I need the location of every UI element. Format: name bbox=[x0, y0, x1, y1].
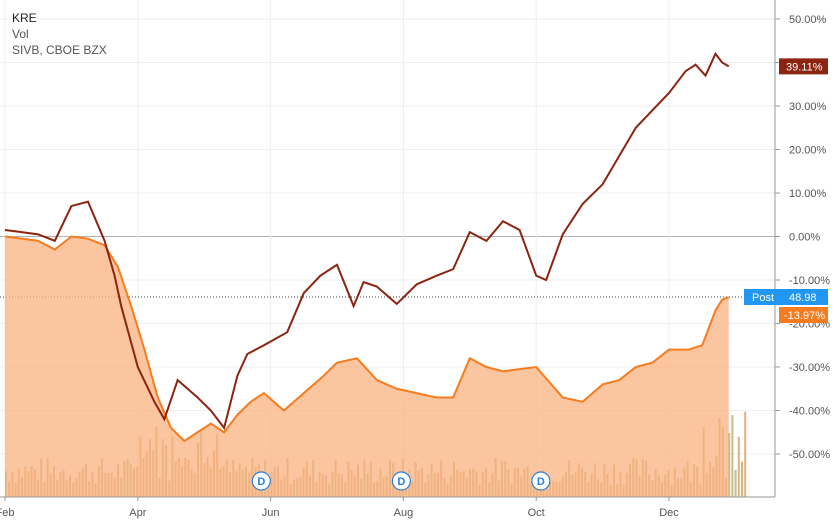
y-tick-label: 50.00% bbox=[789, 14, 827, 26]
post-badge-value-bg bbox=[779, 289, 828, 305]
x-tick-label: Dec bbox=[659, 507, 679, 519]
x-tick-label: Apr bbox=[129, 507, 146, 519]
y-tick-label: -10.00% bbox=[789, 275, 830, 287]
y-tick-label: -50.00% bbox=[789, 449, 830, 461]
volume-bar bbox=[737, 436, 740, 497]
y-tick-label: 30.00% bbox=[789, 101, 827, 113]
x-tick-label: Jun bbox=[262, 507, 280, 519]
volume-bar bbox=[744, 411, 747, 497]
dividend-label: D bbox=[257, 476, 265, 488]
volume-bar bbox=[734, 469, 737, 497]
y-tick-label: 10.00% bbox=[789, 188, 827, 200]
y-tick-label: -30.00% bbox=[789, 362, 830, 374]
x-tick-label: Oct bbox=[528, 507, 545, 519]
x-tick-label: Aug bbox=[394, 507, 414, 519]
sivb-line bbox=[4, 51, 730, 431]
sivb-badge-value: 39.11% bbox=[786, 61, 823, 73]
x-tick-label: Feb bbox=[0, 507, 14, 519]
kre-line bbox=[4, 235, 730, 443]
dividend-marker bbox=[251, 471, 271, 491]
volume-bar bbox=[731, 415, 734, 497]
dividend-label: D bbox=[537, 476, 545, 488]
y-tick-label: -40.00% bbox=[789, 406, 830, 418]
price-badges: 39.11% Post 48.98 -13.97% bbox=[744, 58, 828, 323]
kre-area-fill bbox=[5, 236, 729, 497]
kre-badge-value: -13.97% bbox=[784, 310, 825, 322]
dividend-marker bbox=[391, 471, 412, 491]
post-badge-value: 48.98 bbox=[789, 292, 817, 304]
y-tick-label: 0.00% bbox=[789, 232, 820, 244]
legend: KRE Vol SIVB, CBOE BZX bbox=[12, 10, 107, 58]
post-badge-label-bg bbox=[744, 289, 779, 305]
volume-bar bbox=[741, 461, 743, 497]
legend-indicator: Vol bbox=[12, 27, 29, 41]
volume-bar bbox=[728, 432, 731, 497]
legend-symbol: KRE bbox=[12, 11, 37, 25]
series-lines bbox=[4, 51, 730, 443]
legend-compare: SIVB, CBOE BZX bbox=[12, 43, 107, 57]
kre-badge bbox=[779, 307, 828, 323]
dividend-marker bbox=[531, 471, 551, 491]
kre-area bbox=[5, 236, 729, 497]
dividend-label: D bbox=[397, 476, 405, 488]
post-badge-label: Post bbox=[752, 292, 774, 304]
sivb-badge bbox=[779, 58, 828, 75]
y-tick-label: 20.00% bbox=[789, 145, 827, 157]
